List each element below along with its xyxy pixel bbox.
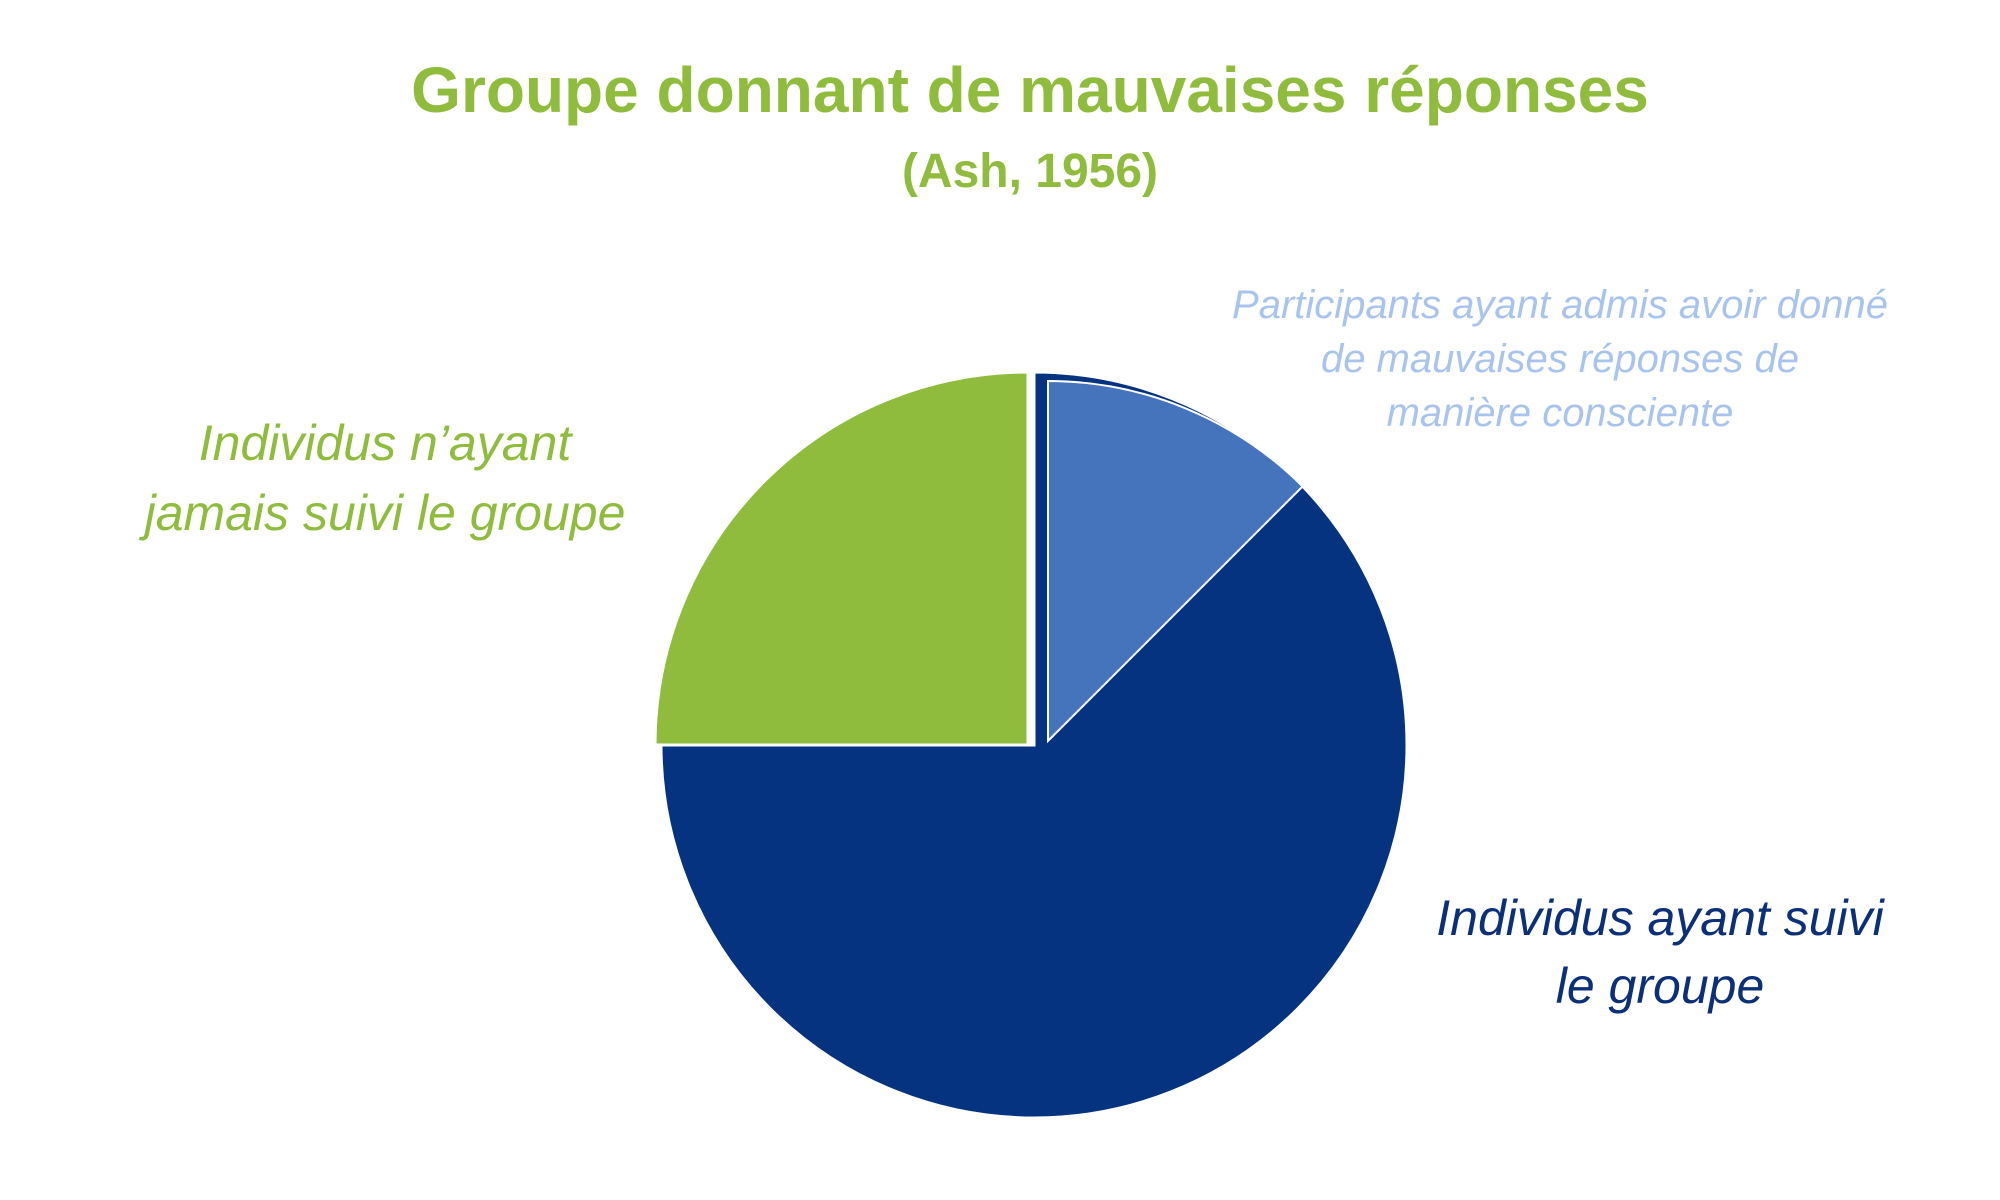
label-jamais-suivi-line-2: jamais suivi le groupe — [139, 485, 626, 541]
pie-slice-consciente — [1047, 379, 1304, 744]
chart-title: Groupe donnant de mauvaises réponses — [411, 54, 1649, 126]
label-participants-conscients-line-2: de mauvaises réponses de — [1321, 337, 1799, 381]
label-jamais-suivi-line-1: Individus n’ayant — [199, 415, 574, 471]
chart-subtitle: (Ash, 1956) — [902, 145, 1158, 198]
label-participants-conscients-line-3: manière consciente — [1387, 391, 1734, 435]
label-ayant-suivi-line-2: le groupe — [1556, 958, 1765, 1014]
pie-slices — [653, 370, 1409, 1120]
label-participants-conscients: Participants ayant admis avoir donné de m… — [1232, 283, 1888, 435]
slice-labels: Participants ayant admis avoir donné de m… — [139, 283, 1888, 1014]
pie-slice-jamais-suivi — [653, 370, 1030, 747]
label-jamais-suivi: Individus n’ayant jamais suivi le groupe — [139, 415, 626, 541]
label-ayant-suivi-line-1: Individus ayant suivi — [1436, 890, 1885, 946]
label-participants-conscients-line-1: Participants ayant admis avoir donné — [1232, 283, 1888, 327]
label-ayant-suivi: Individus ayant suivi le groupe — [1436, 890, 1885, 1014]
